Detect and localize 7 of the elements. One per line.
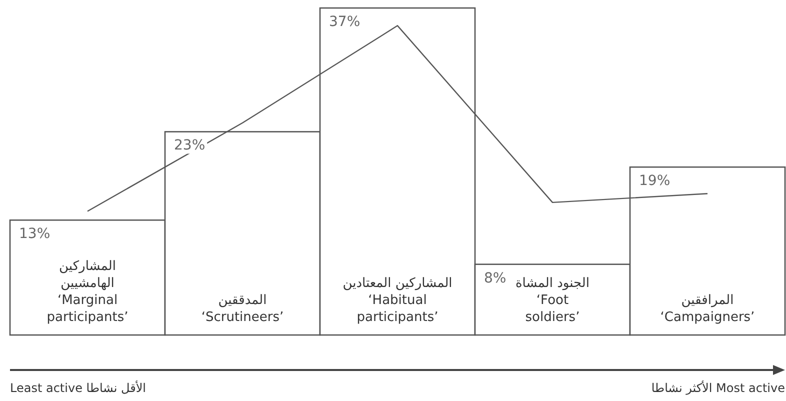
data-label: 13% bbox=[19, 226, 50, 242]
text: الأكثر نشاطا Most active bbox=[651, 380, 785, 395]
data-label: 37% bbox=[329, 14, 360, 30]
text: Least active الأقل نشاطا bbox=[10, 380, 146, 395]
data-label: 23% bbox=[174, 138, 206, 154]
data-label: 19% bbox=[639, 173, 670, 190]
data-label: 8% bbox=[484, 270, 506, 286]
